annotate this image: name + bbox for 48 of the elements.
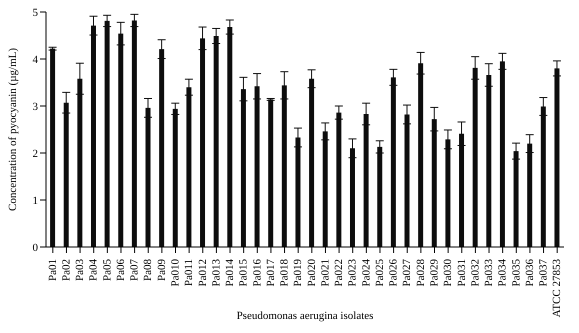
y-tick-label: 0 xyxy=(32,242,38,254)
x-tick-label: Pa021 xyxy=(319,259,332,286)
y-tick-label: 5 xyxy=(32,6,38,19)
x-tick-label: Pa014 xyxy=(224,258,236,286)
x-tick-label: Pa027 xyxy=(401,258,414,286)
x-axis-title: Pseudomonas aerugina isolates xyxy=(236,310,374,322)
x-tick-label: Pa030 xyxy=(442,258,454,286)
x-tick-label: Pa02 xyxy=(60,259,72,281)
x-tick-label: Pa029 xyxy=(428,258,440,286)
x-tick-label: Pa025 xyxy=(374,258,386,286)
y-tick-label: 4 xyxy=(32,54,38,66)
x-tick-label: Pa028 xyxy=(414,258,427,286)
x-tick-label: Pa024 xyxy=(360,258,372,286)
x-tick-label: Pa033 xyxy=(483,258,496,286)
x-tick-label: Pa01 xyxy=(46,259,59,281)
x-tick-label: Pa019 xyxy=(292,258,304,286)
x-tick-label: Pa026 xyxy=(388,258,400,286)
x-tick-label: Pa010 xyxy=(170,258,182,286)
x-tick-label: Pa05 xyxy=(101,258,114,281)
bar xyxy=(268,99,274,247)
x-tick-label: Pa037 xyxy=(538,258,550,286)
x-tick-label: Pa015 xyxy=(238,258,250,286)
x-tick-label: Pa016 xyxy=(251,258,264,286)
bar xyxy=(50,48,56,247)
x-tick-label: Pa011 xyxy=(183,259,196,286)
y-tick-label: 2 xyxy=(32,148,38,160)
x-tick-label: Pa09 xyxy=(156,258,168,281)
x-tick-label: Pa03 xyxy=(74,258,86,281)
x-tick-label: ATCC 27853 xyxy=(551,258,564,318)
x-tick-label: Pa032 xyxy=(469,259,482,286)
x-tick-label: Pa013 xyxy=(210,258,222,286)
x-tick-label: Pa06 xyxy=(114,258,127,281)
y-tick-label: 1 xyxy=(32,194,38,207)
x-tick-label: Pa031 xyxy=(456,259,468,286)
y-axis-title: Concentration of pyocyanin (µg/mL) xyxy=(6,48,19,212)
x-tick-label: Pa018 xyxy=(278,258,291,286)
y-tick-label: 3 xyxy=(32,100,38,113)
x-tick-label: Pa04 xyxy=(88,258,100,281)
x-tick-label: Pa020 xyxy=(306,258,318,286)
x-tick-label: Pa012 xyxy=(196,259,209,286)
x-tick-label: Pa036 xyxy=(524,258,536,286)
x-tick-label: Pa023 xyxy=(346,258,359,286)
x-tick-label: Pa08 xyxy=(142,258,154,281)
x-tick-label: Pa035 xyxy=(510,258,522,286)
x-tick-label: Pa034 xyxy=(496,258,509,286)
x-tick-label: Pa022 xyxy=(333,259,346,286)
x-tick-label: Pa07 xyxy=(128,258,141,281)
x-tick-label: Pa017 xyxy=(264,258,277,286)
